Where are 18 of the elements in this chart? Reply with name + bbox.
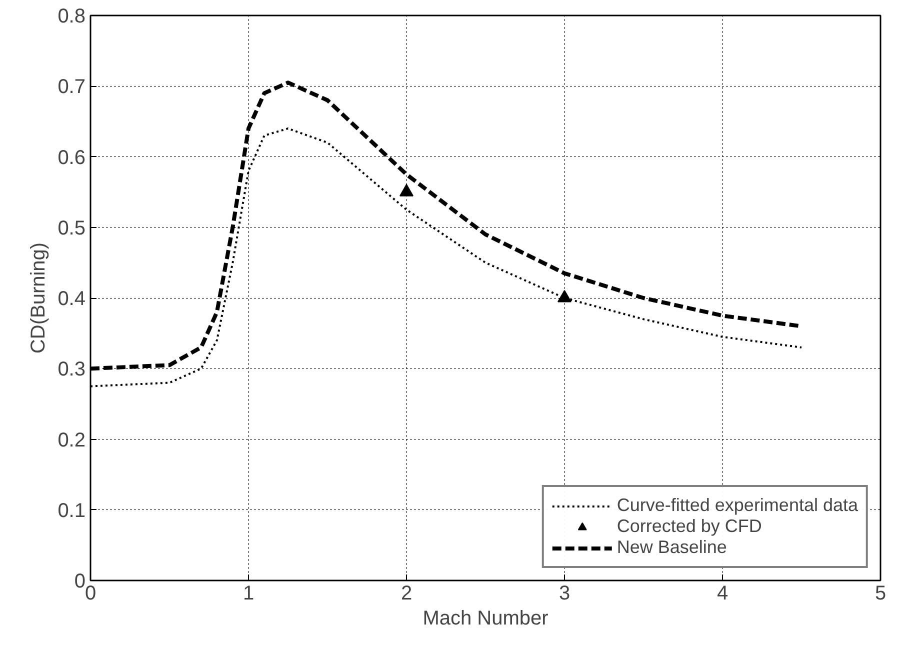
y-tick-label: 0.1 [58,500,86,522]
x-tick-label: 1 [242,582,254,604]
x-tick-label: 2 [400,582,412,604]
y-axis-title: CD(Burning) [28,242,50,354]
y-tick-label: 0.5 [58,217,86,240]
y-tick-label: 0.8 [58,6,86,28]
y-tick-label: 0.2 [58,429,86,452]
y-tick-label: 0.3 [58,358,86,381]
legend-label: New Baseline [616,537,727,558]
legend-label: Corrected by CFD [616,516,762,537]
y-tick-label: 0.6 [58,146,86,169]
legend-label: Curve-fitted experimental data [616,495,858,516]
x-tick-label: 3 [558,582,570,604]
y-tick-label: 0.7 [58,76,86,98]
x-tick-label: 5 [874,582,886,604]
y-tick-label: 0.4 [58,288,86,310]
x-axis-title: Mach Number [422,608,549,630]
x-tick-label: 4 [716,582,728,604]
